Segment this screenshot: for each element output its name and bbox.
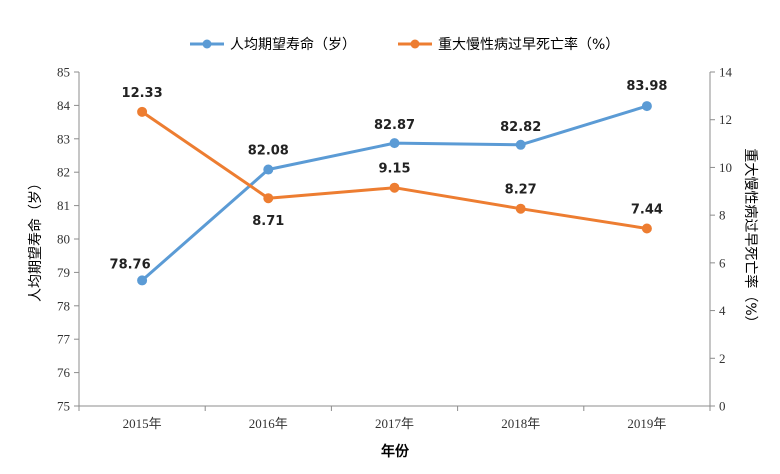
legend-label-life-expectancy: 人均期望寿命（岁） [230,36,356,53]
x-axis-title: 年份 [381,443,410,460]
y-left-tick-label: 77 [57,332,71,347]
y-right-tick-label: 12 [719,112,732,127]
y-left-tick-label: 81 [57,198,70,213]
data-point-mortality-rate [137,106,148,117]
data-label-life-expectancy: 78.76 [110,257,151,272]
y-axis-left-title: 人均期望寿命（岁） [27,176,44,302]
data-label-mortality-rate: 7.44 [631,203,663,218]
legend-marker-mortality-rate [410,39,420,49]
y-left-tick-label: 78 [57,298,70,313]
y-right-tick-label: 6 [719,255,726,270]
y-axis-right-title: 重大慢性病过早死亡率（%） [742,148,759,329]
data-point-life-expectancy [641,101,652,112]
y-right-tick-label: 8 [719,208,726,223]
y-right-tick-label: 14 [719,65,733,80]
data-point-life-expectancy [515,139,526,150]
y-left-tick-label: 80 [57,232,70,247]
y-right-tick-label: 2 [719,351,726,366]
data-label-mortality-rate: 8.27 [505,183,537,198]
x-tick-label: 2018年 [501,416,540,431]
data-label-mortality-rate: 9.15 [378,162,410,177]
x-tick-label: 2016年 [249,416,288,431]
data-label-mortality-rate: 8.71 [252,214,284,229]
legend-label-mortality-rate: 重大慢性病过早死亡率（%） [438,36,619,53]
x-tick-label: 2015年 [123,416,162,431]
data-point-life-expectancy [389,138,400,149]
data-label-life-expectancy: 83.98 [626,79,667,94]
x-tick-label: 2017年 [375,416,414,431]
series-group [137,101,652,286]
data-point-life-expectancy [137,275,148,286]
y-right-tick-label: 10 [719,160,732,175]
legend: 人均期望寿命（岁） 重大慢性病过早死亡率（%） [190,36,619,53]
data-labels: 78.76 82.08 82.87 82.82 83.98 12.33 8.71 9.15 8.… [110,79,668,272]
legend-marker-life-expectancy [202,39,212,49]
data-point-mortality-rate [389,182,400,193]
data-label-life-expectancy: 82.87 [374,118,415,133]
data-point-mortality-rate [515,203,526,214]
y-left-tick-label: 83 [57,131,70,146]
data-label-life-expectancy: 82.82 [500,120,541,135]
y-left-tick-label: 82 [57,165,70,180]
y-right-tick-label: 0 [719,399,726,414]
y-left-tick-label: 85 [57,65,70,80]
data-point-life-expectancy [263,164,274,175]
data-point-mortality-rate [641,223,652,234]
y-left-tick-label: 84 [57,98,71,113]
data-label-mortality-rate: 12.33 [122,86,163,101]
y-right-tick-label: 4 [719,303,726,318]
y-left-tick-label: 79 [57,265,70,280]
y-left-tick-label: 76 [57,365,71,380]
data-point-mortality-rate [263,193,274,204]
axes: 75 76 77 78 79 80 81 82 83 84 85 0 2 4 6 8 10 12 14 2015年 20… [57,65,733,432]
y-left-tick-label: 75 [57,399,70,414]
data-label-life-expectancy: 82.08 [248,144,289,159]
x-tick-label: 2019年 [627,416,666,431]
